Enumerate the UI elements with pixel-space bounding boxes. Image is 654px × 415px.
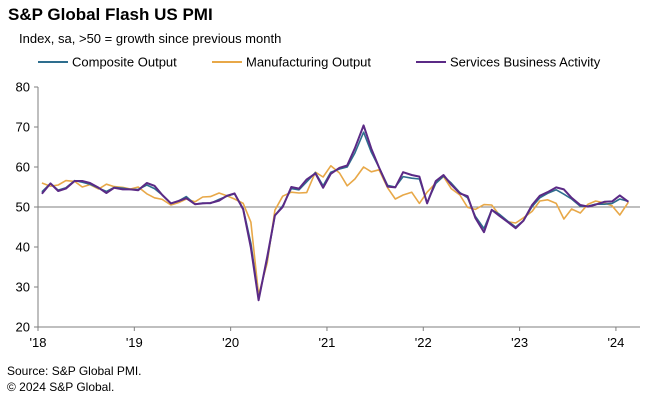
- y-tick-label: 60: [16, 160, 30, 175]
- source-note: Source: S&P Global PMI. © 2024 S&P Globa…: [7, 363, 142, 395]
- y-tick-label: 80: [16, 80, 30, 95]
- legend-label-manufacturing-output: Manufacturing Output: [246, 55, 371, 70]
- x-tick-label: '19: [126, 335, 143, 350]
- y-tick-label: 20: [16, 320, 30, 335]
- series-line-manufacturing-output: [41, 165, 630, 296]
- copyright-text: © 2024 S&P Global.: [7, 380, 115, 394]
- y-tick-label: 40: [16, 240, 30, 255]
- x-tick-label: '18: [30, 335, 47, 350]
- source-text: Source: S&P Global PMI.: [7, 364, 142, 378]
- y-tick-label: 70: [16, 120, 30, 135]
- series-line-services-business-activity: [41, 124, 629, 302]
- x-tick-label: '24: [607, 335, 624, 350]
- x-tick-label: '23: [511, 335, 528, 350]
- series-line-composite-output: [41, 131, 629, 300]
- chart-title: S&P Global Flash US PMI: [8, 5, 213, 24]
- chart-subtitle: Index, sa, >50 = growth since previous m…: [19, 31, 282, 46]
- legend-label-services-business-activity: Services Business Activity: [450, 55, 601, 70]
- legend-label-composite-output: Composite Output: [72, 55, 177, 70]
- x-tick-label: '22: [415, 335, 432, 350]
- x-tick-label: '20: [222, 335, 239, 350]
- y-tick-label: 50: [16, 200, 30, 215]
- x-tick-label: '21: [318, 335, 335, 350]
- y-tick-label: 30: [16, 280, 30, 295]
